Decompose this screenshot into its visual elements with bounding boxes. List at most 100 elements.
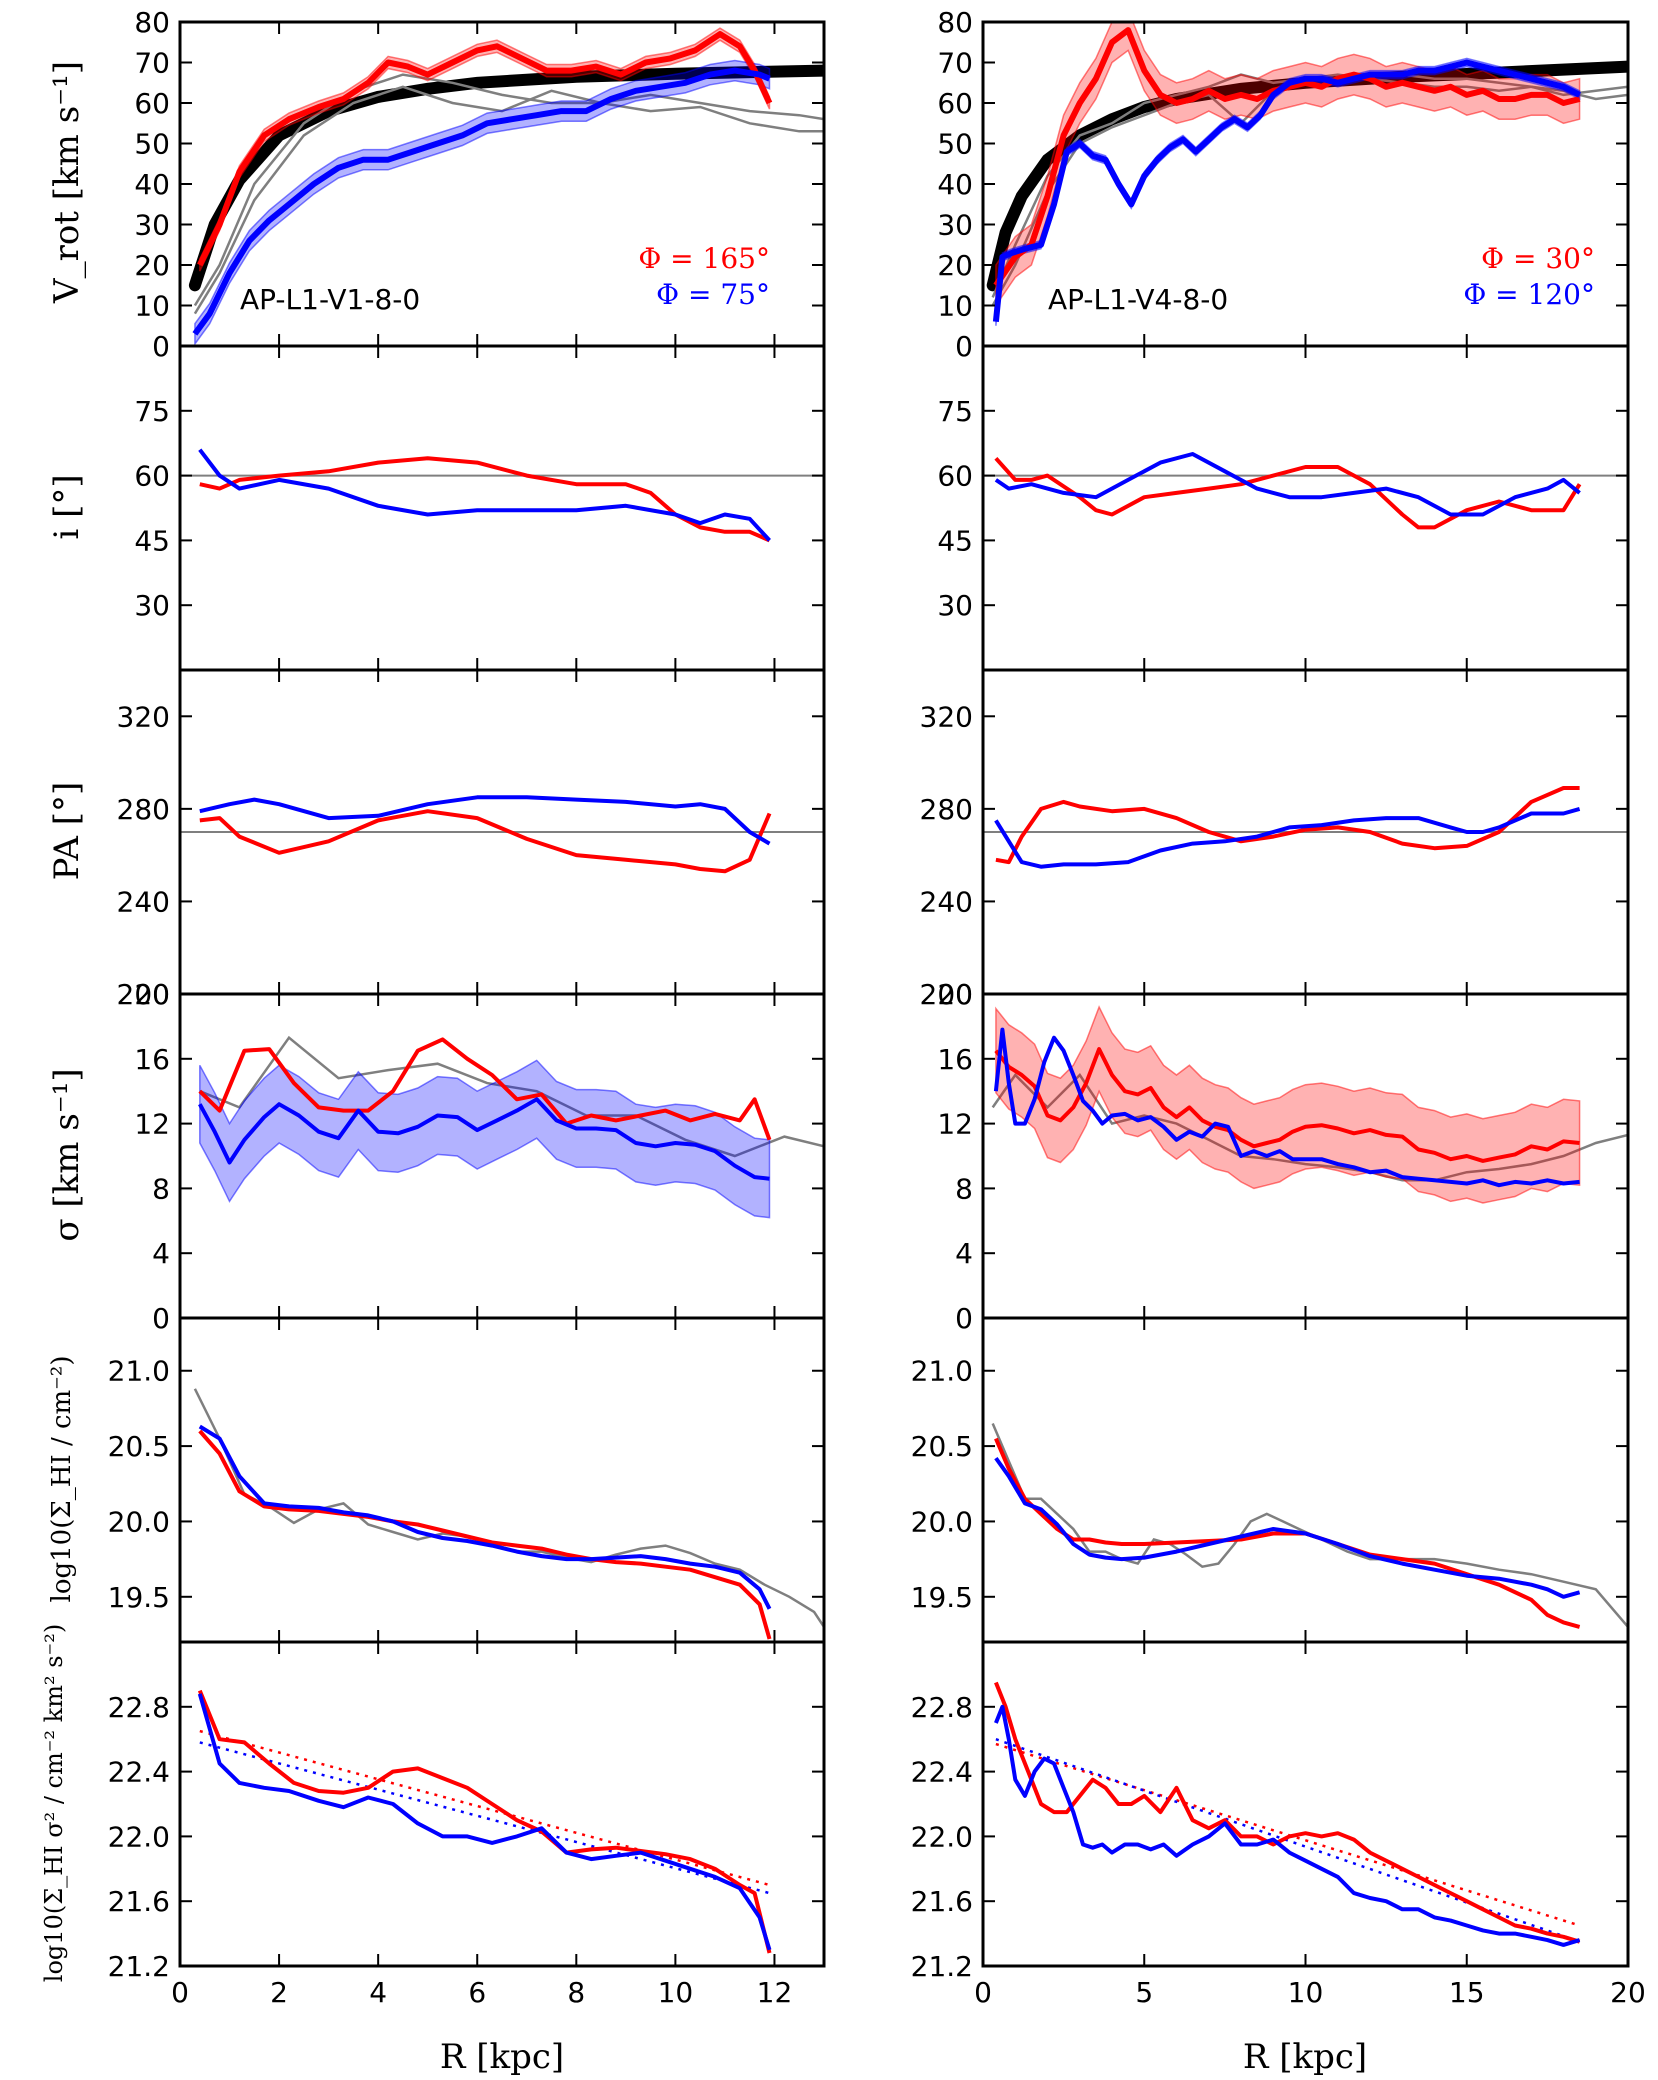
ytick-label: 22.8 <box>911 1691 973 1724</box>
xtick-label: 0 <box>171 1976 189 2009</box>
subplot-left-p: 21.2 21.6 22.0 22.4 22.8 0 2 4 6 8 10 12 <box>108 1640 826 2009</box>
xtick-label: 6 <box>468 1976 486 2009</box>
ytick-label: 45 <box>937 524 973 557</box>
subplot-right-p: 21.2 21.6 22.0 22.4 22.8 0 5 10 15 20 <box>911 1640 1646 2009</box>
axes-frame <box>178 344 826 672</box>
subplot-right-vrot: 0 10 20 30 40 50 60 70 80 <box>937 6 1630 363</box>
blue-series-line <box>198 1424 772 1610</box>
ytick-label: 70 <box>937 47 973 80</box>
plot-area <box>994 1681 1581 1947</box>
ytick-label: 0 <box>955 1302 973 1335</box>
ytick-label: 20 <box>134 249 170 282</box>
blue-series-line <box>993 1027 1580 1188</box>
ytick-label: 21.2 <box>108 1950 170 1983</box>
red-series-line <box>994 456 1582 530</box>
gray-curve <box>991 1423 1628 1628</box>
xlabel-right: R [kpc] <box>1243 2037 1367 2077</box>
panel-title-left: AP-L1-V1-8-0 <box>240 283 420 316</box>
ytick-label: 12 <box>134 1108 170 1141</box>
ytick-label: 30 <box>134 209 170 242</box>
plot-area <box>180 448 824 543</box>
plot-area <box>983 452 1628 530</box>
blue-series-line <box>994 1456 1581 1599</box>
red-series-line <box>994 1047 1580 1163</box>
blue-error-band <box>194 59 771 346</box>
ylabel-vrot: V_rot [km s⁻¹] <box>47 61 87 304</box>
gray-curve <box>199 1035 824 1158</box>
blue-series-line <box>198 448 771 542</box>
ytick-label: 30 <box>937 589 973 622</box>
ytick-label: 240 <box>117 885 170 918</box>
subplot-right-sd: 19.5 20.0 20.5 21.0 <box>911 1316 1630 1644</box>
xtick-label: 4 <box>369 1976 387 2009</box>
plot-area <box>983 786 1628 869</box>
panel-grid: 0102030405060708030456075200240280320048… <box>108 6 1646 2009</box>
subplot-left-pa: 200 240 280 320 <box>117 668 826 1011</box>
ytick-label: 280 <box>117 793 170 826</box>
axes-frame <box>178 1640 826 1968</box>
red-series-line <box>198 1037 772 1141</box>
ytick-label: 0 <box>152 1302 170 1335</box>
red-series-line <box>995 786 1580 865</box>
blue-series-line <box>197 1693 772 1951</box>
legend-right-blue: Φ = 120° <box>1463 278 1595 311</box>
ytick-label: 19.5 <box>108 1581 170 1614</box>
ytick-label: 40 <box>937 168 973 201</box>
ytick-label: 20.0 <box>911 1505 973 1538</box>
legend-right-red: Φ = 30° <box>1481 242 1595 275</box>
plot-area <box>986 22 1628 326</box>
ytick-label: 21.6 <box>911 1885 973 1918</box>
ytick-label: 30 <box>134 589 170 622</box>
ytick-label: 70 <box>134 47 170 80</box>
ytick-label: 240 <box>920 885 973 918</box>
red-series-line <box>199 456 771 543</box>
ylabel-sd: log10(Σ_HI / cm⁻²) <box>47 1356 77 1603</box>
subplot-left-sigma: 0 4 8 12 16 20 <box>134 978 826 1335</box>
axes-frame <box>981 1640 1630 1968</box>
ytick-label: 4 <box>152 1237 170 1270</box>
ytick-label: 320 <box>117 700 170 733</box>
subplot-right-pa: 200 240 280 320 <box>920 668 1630 1011</box>
red-error-band <box>995 1005 1581 1204</box>
ytick-label: 21.2 <box>911 1950 973 1983</box>
ytick-label: 4 <box>955 1237 973 1270</box>
axes-frame <box>981 1316 1630 1644</box>
ytick-label: 50 <box>134 128 170 161</box>
panel-title-right: AP-L1-V4-8-0 <box>1048 283 1228 316</box>
ytick-label: 22.4 <box>108 1756 170 1789</box>
ytick-label: 200 <box>920 978 973 1011</box>
red-series-line <box>993 27 1581 287</box>
ytick-label: 16 <box>134 1043 170 1076</box>
red-error-band <box>199 27 771 272</box>
ytick-label: 0 <box>955 330 973 363</box>
ytick-label: 75 <box>134 395 170 428</box>
plot-area <box>198 1035 824 1219</box>
ytick-label: 21.0 <box>108 1355 170 1388</box>
ytick-label: 60 <box>937 460 973 493</box>
ytick-label: 60 <box>134 87 170 120</box>
subplot-left-sd: 19.5 20.0 20.5 21.0 <box>108 1316 826 1644</box>
ytick-label: 320 <box>920 700 973 733</box>
ytick-label: 0 <box>152 330 170 363</box>
blue-series-line <box>994 806 1581 869</box>
blue-series-line <box>992 59 1581 322</box>
ytick-label: 20.5 <box>911 1430 973 1463</box>
plot-area <box>193 1388 824 1640</box>
ytick-label: 280 <box>920 793 973 826</box>
xtick-label: 15 <box>1449 1976 1485 2009</box>
gray1-curve <box>193 73 824 307</box>
subplot-right-sigma: 0 4 8 12 16 20 <box>937 978 1630 1335</box>
red-series-line <box>199 809 772 874</box>
axes-frame <box>178 1316 826 1644</box>
ytick-label: 22.0 <box>108 1820 170 1853</box>
subplot-left-vrot: 0 10 20 30 40 50 60 70 80 <box>134 6 826 363</box>
ytick-label: 40 <box>134 168 170 201</box>
blue-error-band <box>199 1059 771 1219</box>
red-series-line <box>994 1437 1581 1629</box>
blue-series-line <box>199 795 771 846</box>
xtick-label: 10 <box>658 1976 694 2009</box>
legend-left-blue: Φ = 75° <box>656 278 770 311</box>
ytick-label: 200 <box>117 978 170 1011</box>
ytick-label: 30 <box>937 209 973 242</box>
